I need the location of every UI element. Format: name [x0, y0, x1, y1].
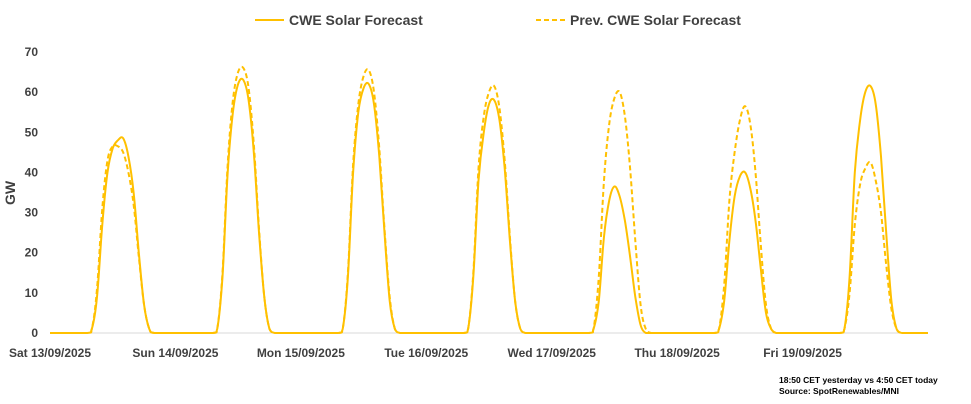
x-tick-label: Tue 16/09/2025	[384, 346, 468, 360]
y-tick-label: 60	[25, 85, 39, 99]
x-tick-label: Fri 19/09/2025	[763, 346, 842, 360]
timestamp-note: 18:50 CET yesterday vs 4:50 CET today	[779, 375, 938, 385]
x-tick-label: Sat 13/09/2025	[9, 346, 91, 360]
y-tick-label: 50	[25, 125, 39, 139]
x-tick-label: Thu 18/09/2025	[634, 346, 720, 360]
y-tick-label: 70	[25, 45, 39, 59]
y-tick-label: 10	[25, 286, 39, 300]
y-tick-label: 30	[25, 206, 39, 220]
x-axis-ticks: Sat 13/09/2025 Sun 14/09/2025 Mon 15/09/20…	[9, 346, 842, 360]
y-tick-label: 40	[25, 165, 39, 179]
x-tick-label: Mon 15/09/2025	[257, 346, 345, 360]
legend-label-current: CWE Solar Forecast	[289, 12, 423, 28]
x-tick-label: Wed 17/09/2025	[507, 346, 596, 360]
series-layer	[49, 65, 928, 335]
source-note: Source: SpotRenewables/MNI	[779, 386, 899, 396]
y-tick-label: 0	[31, 326, 38, 340]
y-axis-title: GW	[2, 180, 18, 205]
legend-label-previous: Prev. CWE Solar Forecast	[570, 12, 741, 28]
y-tick-label: 20	[25, 246, 39, 260]
y-axis-ticks: 0 10 20 30 40 50 60 70	[25, 45, 39, 340]
series-line-current-forecast	[49, 77, 928, 335]
legend: CWE Solar Forecast Prev. CWE Solar Forec…	[255, 12, 741, 28]
x-tick-label: Sun 14/09/2025	[132, 346, 218, 360]
